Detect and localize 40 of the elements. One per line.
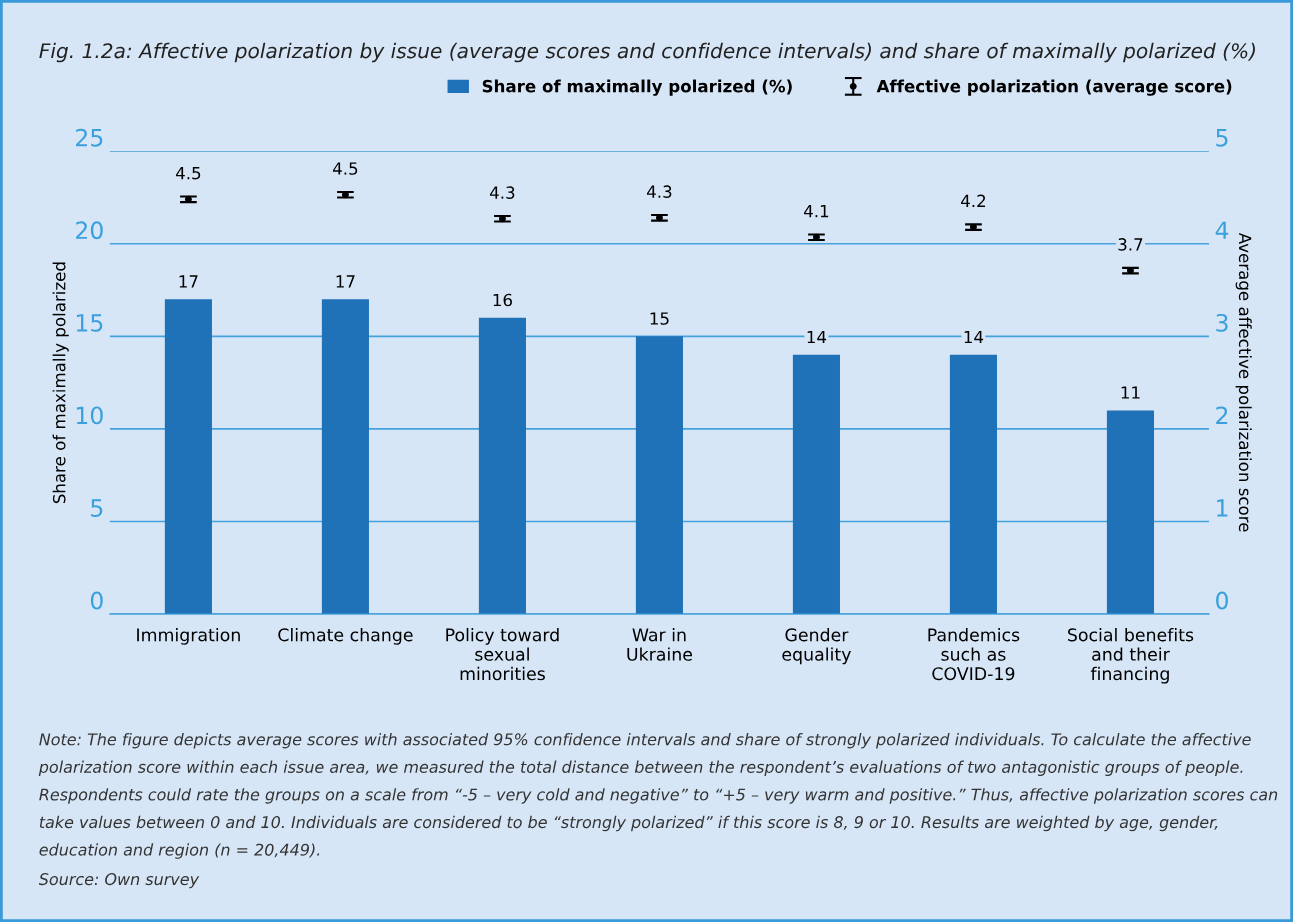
data-label: 15 [650,312,669,325]
x-tick-label: Immigration [137,627,240,645]
x-tick-label: Gender equality [782,627,851,665]
y-axis-title: Share of maximally polarized [52,262,69,504]
data-label: 4.5 [332,162,358,175]
x-tick-label: Social benefits and their financing [1068,627,1194,684]
data-label: 17 [336,275,355,288]
text: Note: The figure depicts average scores with associated 95% confidence intervals and share of strongly polarized individuals. To calculate the affective polarization score within each issue area, we measured the total distance between the respondent’s evaluations of two antagonistic groups of people. Respondents could rate the groups on a scale from “-5 – very cold and negative” to “+5 – very warm and positive.” Thus, affective polarization scores can take values between 0 and 10. Individuals are considered to be “strongly polarized” if this score is 8, 9 or 10. Results are weighted by age, gender, education and region (n = 20,449). [38,732,1278,859]
x-tick-label: Climate change [278,627,413,645]
y-tick-label: 0 [90,591,103,610]
y-tick-label: 10 [76,406,103,425]
data-label: 14 [964,330,984,344]
y2-tick-label: 3 [1216,313,1228,332]
data-label: 4.5 [175,167,201,180]
y-tick-label: 15 [76,314,103,332]
data-label: 16 [493,293,512,307]
data-label: 17 [179,275,198,288]
y2-tick-label: 4 [1215,221,1229,239]
data-label: 11 [1121,386,1140,399]
data-label: 3.7 [1118,238,1143,251]
y2-tick-label: 2 [1216,406,1228,424]
data-label: 4.3 [646,185,672,198]
y2-tick-label: 0 [1216,591,1228,610]
source-note: Source: Own survey [38,873,200,889]
chart-title: Fig. 1.2a: Affective polarization by issue (average scores and confidence intervals) and share of maximally polarized (%) [39,42,1255,63]
y2-tick-label: 1 [1217,499,1228,517]
legend-label: Share of maximally polarized (%) [482,79,792,96]
y2-tick-label: 5 [1216,129,1228,147]
data-label: 4.3 [489,186,515,199]
y2-axis-title: Average affective polarization score [1235,232,1252,532]
x-tick-label: Pandemics such as COVID-19 [928,627,1020,681]
y-tick-label: 25 [76,128,103,147]
y-tick-label: 20 [76,221,103,240]
x-tick-label: Policy toward sexual minorities [446,627,559,681]
x-tick-label: War in Ukraine [627,627,693,661]
y-tick-label: 5 [91,499,103,517]
data-label: 4.1 [804,205,829,218]
data-label: 4.2 [961,194,986,207]
legend-label: Affective polarization (average score) [876,79,1232,96]
data-label: 14 [807,330,827,344]
